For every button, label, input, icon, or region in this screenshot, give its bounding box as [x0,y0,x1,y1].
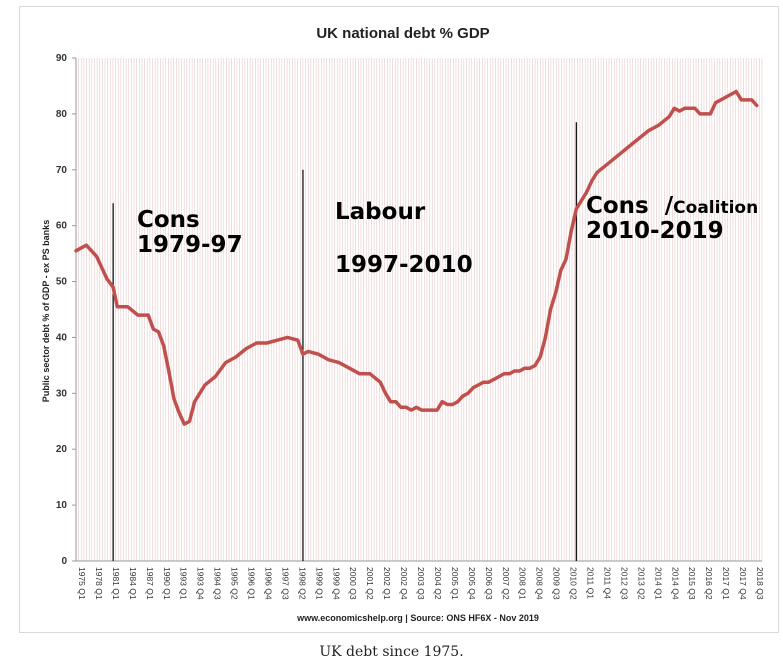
annotation-word-cons: Cons / [586,193,674,219]
x-tick-label: 1999 Q1 [314,567,324,600]
x-tick-label: 2010 Q2 [569,567,579,600]
x-tick-label: 1994 Q3 [213,567,223,600]
y-tick-label: 70 [56,165,68,176]
x-tick-label: 2004 Q2 [433,567,443,600]
x-tick-label: 2018 Q3 [755,567,765,600]
x-tick-label: 1975 Q1 [77,567,87,600]
x-tick-label: 2002 Q4 [399,567,409,600]
x-tick-label: 1981 Q1 [111,567,121,600]
x-tick-label: 2008 Q1 [518,567,528,600]
x-tick-label: 2011 Q4 [602,567,612,599]
y-tick-label: 10 [56,500,68,511]
y-tick-label: 40 [56,332,68,343]
x-tick-label: 1999 Q4 [331,567,341,600]
annotation-cons-1979-97: Cons 1979-97 [137,207,243,259]
x-tick-label: 2015 Q3 [687,567,697,600]
x-tick-label: 2006 Q3 [484,567,494,600]
annotation-line-cons-coalition: Cons /Coalition [586,193,758,219]
series-line-debt [74,89,759,426]
x-tick-label: 2000 Q3 [348,567,358,600]
annotation-line: Cons /Coalition [586,193,758,219]
x-tick-label: 2003 Q3 [416,567,426,600]
annotation-line: Cons [137,207,200,233]
x-tick-label: 2016 Q2 [704,567,714,600]
x-tick-label: 2017 Q1 [721,567,731,600]
line-chart: UK national debt % GDP 0 10 20 30 40 50 60 70 80… [41,25,765,623]
y-tick-label: 60 [56,221,68,232]
x-tick-label: 2014 Q4 [670,567,680,600]
y-tick-label: 90 [56,53,68,64]
chart-frame [19,6,779,633]
annotation-word-coalition: Coalition [673,198,759,218]
x-tick-label: 1996 Q1 [247,567,257,600]
annotation-line: 1997-2010 [335,252,473,279]
y-tick-label: 50 [56,277,68,288]
figure-caption: UK debt since 1975. [319,644,464,660]
x-tick-label: 2012 Q3 [619,567,629,600]
x-tick-label: 2005 Q1 [450,567,460,600]
x-tick-label: 2011 Q1 [586,567,596,599]
y-tick-label: 30 [56,388,68,399]
x-tick-label: 2013 Q2 [636,567,646,600]
x-tick-label: 1997 Q3 [280,567,290,600]
x-tick-label: 2002 Q1 [382,567,392,600]
x-tick-label: 1990 Q1 [162,567,172,600]
y-tick-labels: 0 10 20 30 40 50 60 70 80 90 [56,53,76,567]
y-axis-label: Public sector debt % of GDP - ex PS bank… [41,220,51,402]
annotation-line: Labour [335,199,426,225]
y-tick-label: 0 [61,556,67,567]
x-tick-label: 1978 Q1 [94,567,104,600]
x-tick-label: 1998 Q2 [297,567,307,600]
x-tick-label: 2005 Q4 [467,567,477,600]
x-tick-label: 2017 Q4 [738,567,748,600]
x-tick-label: 2007 Q2 [501,567,511,600]
x-tick-label: 2009 Q3 [552,567,562,600]
chart-title: UK national debt % GDP [316,25,489,42]
x-tick-label: 1996 Q4 [263,567,273,600]
x-tick-label: 1993 Q4 [196,567,206,600]
y-tick-label: 20 [56,444,68,455]
x-tick-label: 1987 Q1 [145,567,155,600]
annotation-line: 2010-2019 [586,218,724,245]
x-tick-label: 1993 Q1 [179,567,189,600]
x-tick-label: 2008 Q4 [535,567,545,600]
y-tick-label: 80 [56,109,68,120]
annotation-labour-1997-2010: Labour 1997-2010 [335,199,473,279]
era-dividers [112,122,577,561]
source-note: www.economicshelp.org | Source: ONS HF6X… [296,613,539,623]
vertical-gridlines [75,58,763,561]
x-tick-label: 2001 Q2 [365,567,375,600]
axes [75,58,762,562]
x-tick-label: 1995 Q2 [230,567,240,600]
annotation-cons-coalition-2010-2019: Cons /Coalition 2010-2019 [586,193,758,245]
x-tick-label: 1984 Q1 [128,567,138,600]
annotation-line: 1979-97 [137,232,243,259]
x-tick-labels: 1975 Q1 1978 Q1 1981 Q1 1984 Q1 1987 Q1 1990 … [77,567,765,600]
x-tick-label: 2014 Q1 [653,567,663,600]
